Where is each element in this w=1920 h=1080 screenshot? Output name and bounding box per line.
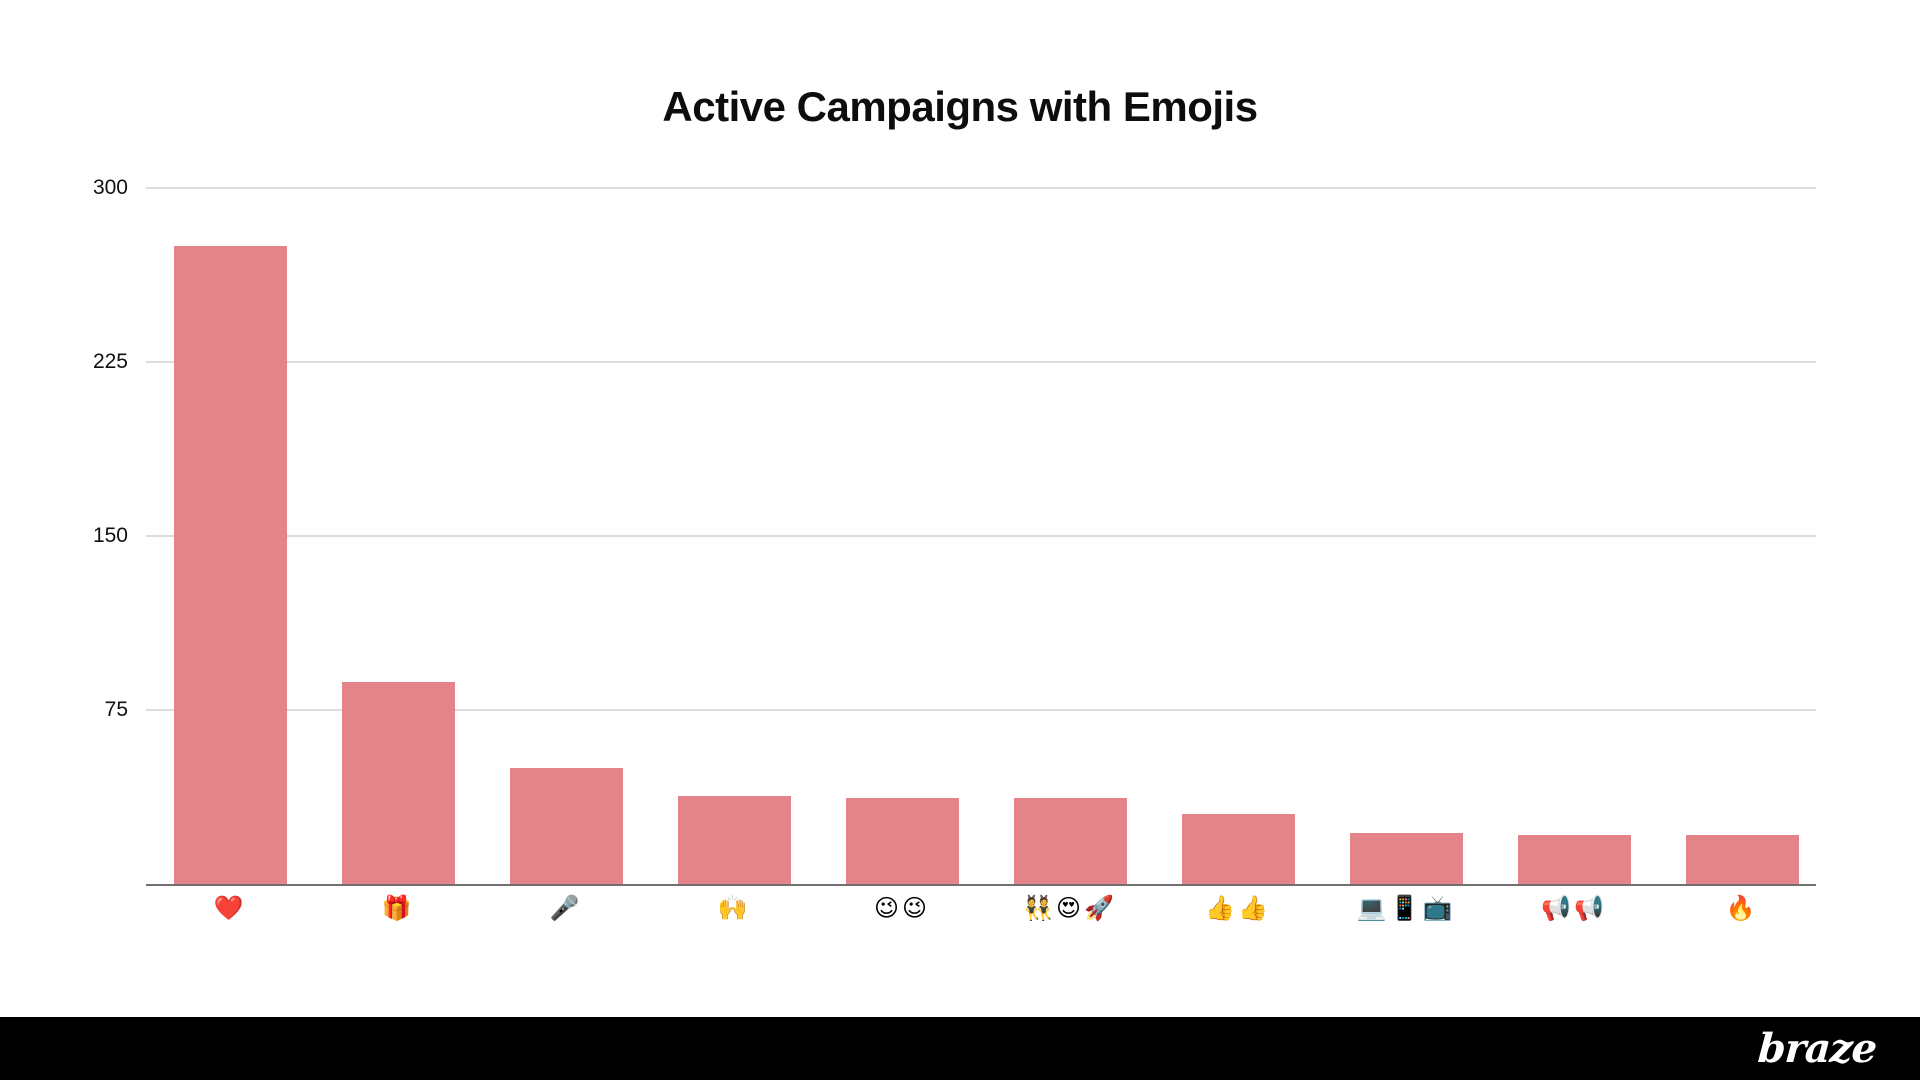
- bar: [1517, 835, 1631, 884]
- x-tick-emoji-label: 🎤: [549, 894, 583, 922]
- x-tick-emoji-label: 👯😍🚀: [1023, 894, 1117, 922]
- bar: [509, 768, 623, 884]
- bar: [1013, 798, 1127, 884]
- bar: [677, 796, 791, 884]
- x-tick-emoji-label: 📢📢: [1541, 894, 1607, 922]
- gridline: [146, 535, 1816, 537]
- y-tick-label: 225: [92, 350, 128, 373]
- x-tick-emoji-label: 🙌: [717, 894, 751, 922]
- gridline: [146, 361, 1816, 363]
- bar: [1349, 833, 1463, 884]
- bar: [845, 798, 959, 884]
- bar: [341, 682, 455, 884]
- y-tick-label: 300: [92, 176, 128, 199]
- bar: [1685, 835, 1799, 884]
- bar: [1181, 814, 1295, 884]
- gridline: [146, 709, 1816, 711]
- x-tick-emoji-label: 👍👍: [1205, 894, 1271, 922]
- x-axis-line: [146, 884, 1816, 886]
- x-tick-emoji-label: 🔥: [1725, 894, 1759, 922]
- y-tick-label: 75: [104, 698, 128, 721]
- gridline: [146, 187, 1816, 189]
- x-tick-emoji-label: 😉😉: [873, 894, 931, 922]
- x-tick-emoji-label: ❤️: [213, 894, 247, 922]
- footer-brand-bar: braze: [0, 1017, 1920, 1080]
- bar: [173, 246, 287, 884]
- chart-title: Active Campaigns with Emojis: [662, 83, 1258, 131]
- y-tick-label: 150: [92, 524, 128, 547]
- x-tick-emoji-label: 🎁: [381, 894, 415, 922]
- x-tick-emoji-label: 💻📱📺: [1356, 894, 1456, 922]
- braze-logo: braze: [1756, 1025, 1878, 1072]
